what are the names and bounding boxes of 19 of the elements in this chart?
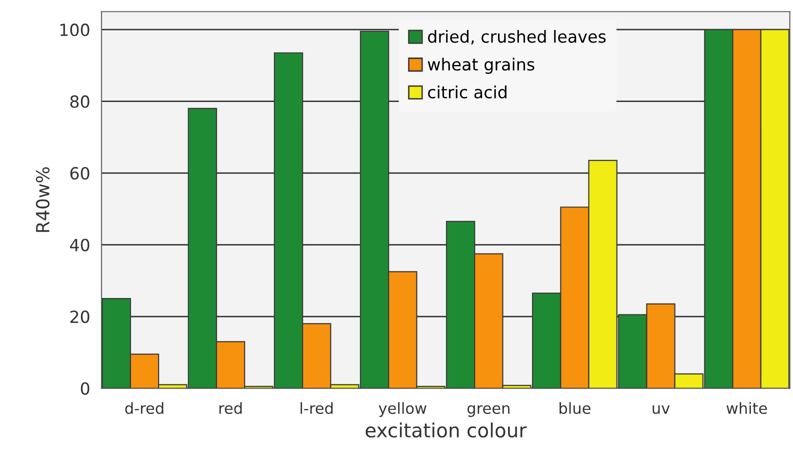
legend-label: citric acid [428, 86, 506, 98]
x-tick-label: red [219, 402, 242, 414]
x-axis-title: excitation colour [366, 422, 527, 438]
x-tick-label: yellow [378, 402, 426, 417]
x-tick-label: blue [560, 402, 590, 414]
y-tick-label: 0 [80, 382, 90, 395]
legend-label: wheat grains [428, 58, 534, 74]
y-tick-label: 20 [70, 310, 90, 324]
x-tick-label: l-red [300, 402, 333, 414]
y-tick-label: 60 [70, 167, 90, 180]
legend-label: dried, crushed leaves [428, 30, 606, 45]
x-tick-label: uv [652, 405, 670, 414]
x-tick-label: white [726, 402, 767, 414]
x-tick-label: d-red [125, 402, 164, 414]
x-tick-label: green [467, 405, 510, 417]
y-tick-label: 40 [70, 238, 90, 252]
y-tick-label: 100 [60, 24, 90, 36]
y-axis-title: R40w% [36, 167, 50, 232]
y-tick-label: 80 [70, 95, 90, 108]
